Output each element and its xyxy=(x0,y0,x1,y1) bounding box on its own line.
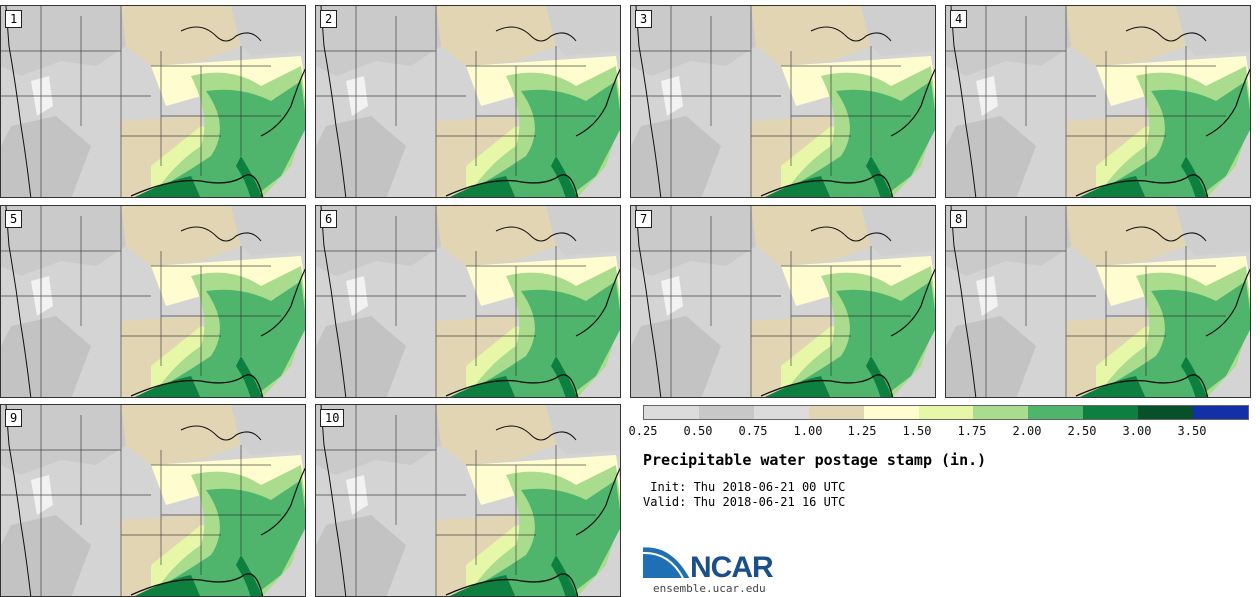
map-panel: 9 xyxy=(0,404,306,597)
colorbar xyxy=(643,405,1249,420)
colorbar-segment xyxy=(753,406,809,419)
colorbar-segment xyxy=(973,406,1029,419)
ncar-logo-icon xyxy=(643,540,693,580)
colorbar-tick-label: 1.00 xyxy=(793,424,823,438)
colorbar-tick-label: 0.25 xyxy=(628,424,658,438)
map-panel: 6 xyxy=(315,205,621,398)
precipitable-water-map xyxy=(946,206,1250,397)
colorbar-tick-label: 1.75 xyxy=(957,424,987,438)
chart-title: Precipitable water postage stamp (in.) xyxy=(643,451,987,469)
precipitable-water-map xyxy=(316,6,620,197)
precipitable-water-map xyxy=(316,206,620,397)
member-label: 7 xyxy=(635,210,653,228)
colorbar-tick-label: 3.00 xyxy=(1122,424,1152,438)
init-time: Init: Thu 2018-06-21 00 UTC xyxy=(643,480,846,494)
colorbar-tick-label: 3.50 xyxy=(1177,424,1207,438)
map-panel: 2 xyxy=(315,5,621,198)
colorbar-segment xyxy=(918,406,974,419)
logo-url: ensemble.ucar.edu xyxy=(653,582,766,595)
precipitable-water-map xyxy=(946,6,1250,197)
colorbar-tick-label: 0.50 xyxy=(683,424,713,438)
map-panel: 3 xyxy=(630,5,936,198)
precipitable-water-map xyxy=(1,405,305,596)
colorbar-segment xyxy=(1028,406,1084,419)
map-panel: 5 xyxy=(0,205,306,398)
member-label: 1 xyxy=(5,10,23,28)
valid-time: Valid: Thu 2018-06-21 16 UTC xyxy=(643,495,846,509)
colorbar-tick-label: 1.25 xyxy=(847,424,877,438)
colorbar-segment xyxy=(808,406,864,419)
map-panel: 8 xyxy=(945,205,1251,398)
member-label: 10 xyxy=(320,409,345,427)
precipitable-water-map xyxy=(631,206,935,397)
logo-wordmark: NCAR xyxy=(690,551,774,584)
member-label: 4 xyxy=(950,10,968,28)
map-panel: 7 xyxy=(630,205,936,398)
precipitable-water-map xyxy=(316,405,620,596)
colorbar-tick-label: 2.50 xyxy=(1067,424,1097,438)
precipitable-water-map xyxy=(631,6,935,197)
precipitable-water-map xyxy=(1,206,305,397)
colorbar-tick-label: 2.00 xyxy=(1012,424,1042,438)
colorbar-segment xyxy=(698,406,754,419)
colorbar-tick-label: 1.50 xyxy=(902,424,932,438)
map-panel: 4 xyxy=(945,5,1251,198)
colorbar-segment xyxy=(863,406,919,419)
colorbar-segment xyxy=(1083,406,1139,419)
member-label: 2 xyxy=(320,10,338,28)
map-panel: 10 xyxy=(315,404,621,597)
member-label: 5 xyxy=(5,210,23,228)
colorbar-tick-label: 0.75 xyxy=(738,424,768,438)
member-label: 8 xyxy=(950,210,968,228)
colorbar-segment xyxy=(1138,406,1194,419)
colorbar-segment xyxy=(1193,406,1248,419)
member-label: 3 xyxy=(635,10,653,28)
member-label: 9 xyxy=(5,409,23,427)
map-panel: 1 xyxy=(0,5,306,198)
precipitable-water-map xyxy=(1,6,305,197)
member-label: 6 xyxy=(320,210,338,228)
colorbar-segment xyxy=(644,406,699,419)
